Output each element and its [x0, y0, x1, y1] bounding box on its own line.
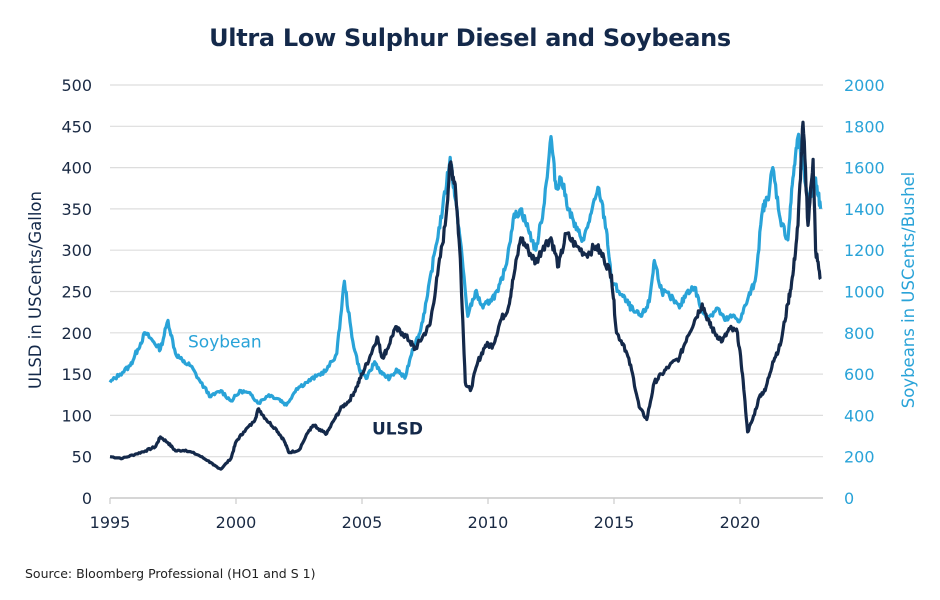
y-left-tick-label: 0 [82, 489, 92, 508]
y-right-tick-label: 0 [844, 489, 854, 508]
y-right-tick-label: 1000 [844, 283, 885, 302]
x-tick-label: 2020 [720, 513, 761, 532]
y-left-tick-label: 50 [72, 448, 92, 467]
y-axis-right: 0 200 400 600 800 1000 1200 1400 1600 1800 2000 [844, 76, 885, 508]
y-left-tick-label: 200 [61, 324, 92, 343]
y-right-tick-label: 1800 [844, 117, 885, 136]
y-right-tick-label: 800 [844, 324, 875, 343]
y-axis-right-label: Soybeans in USCents/Bushel [899, 172, 918, 409]
y-left-tick-label: 350 [61, 200, 92, 219]
x-tick-label: 2000 [216, 513, 257, 532]
x-tick-label: 2015 [594, 513, 635, 532]
y-right-tick-label: 2000 [844, 76, 885, 95]
x-axis: 1995 2000 2005 2010 2015 2020 [90, 497, 823, 532]
annotation-ulsd: ULSD [372, 419, 423, 439]
annotation-soybean: Soybean [188, 332, 262, 352]
source-note: Source: Bloomberg Professional (HO1 and … [25, 566, 316, 581]
y-right-tick-label: 400 [844, 406, 875, 425]
y-right-tick-label: 200 [844, 448, 875, 467]
y-left-tick-label: 500 [61, 76, 92, 95]
series-lines [108, 120, 823, 471]
y-left-tick-label: 250 [61, 283, 92, 302]
x-tick-label: 2005 [342, 513, 383, 532]
grid-lines [110, 84, 823, 499]
x-tick-label: 1995 [90, 513, 131, 532]
y-right-tick-label: 600 [844, 365, 875, 384]
chart-title: Ultra Low Sulphur Diesel and Soybeans [209, 24, 731, 52]
series-line-soybean [108, 132, 823, 407]
y-right-tick-label: 1200 [844, 241, 885, 260]
y-left-tick-label: 100 [61, 406, 92, 425]
y-axis-left-label: ULSD in USCents/Gallon [26, 191, 45, 389]
y-left-tick-label: 450 [61, 117, 92, 136]
y-axis-left: 0 50 100 150 200 250 300 350 400 450 500 [61, 76, 92, 508]
series-line-ulsd [109, 120, 822, 471]
annotations: Soybean ULSD [188, 332, 423, 439]
y-left-tick-label: 300 [61, 241, 92, 260]
x-tick-label: 2010 [468, 513, 509, 532]
y-left-tick-label: 150 [61, 365, 92, 384]
y-left-tick-label: 400 [61, 159, 92, 178]
y-right-tick-label: 1600 [844, 159, 885, 178]
y-right-tick-label: 1400 [844, 200, 885, 219]
